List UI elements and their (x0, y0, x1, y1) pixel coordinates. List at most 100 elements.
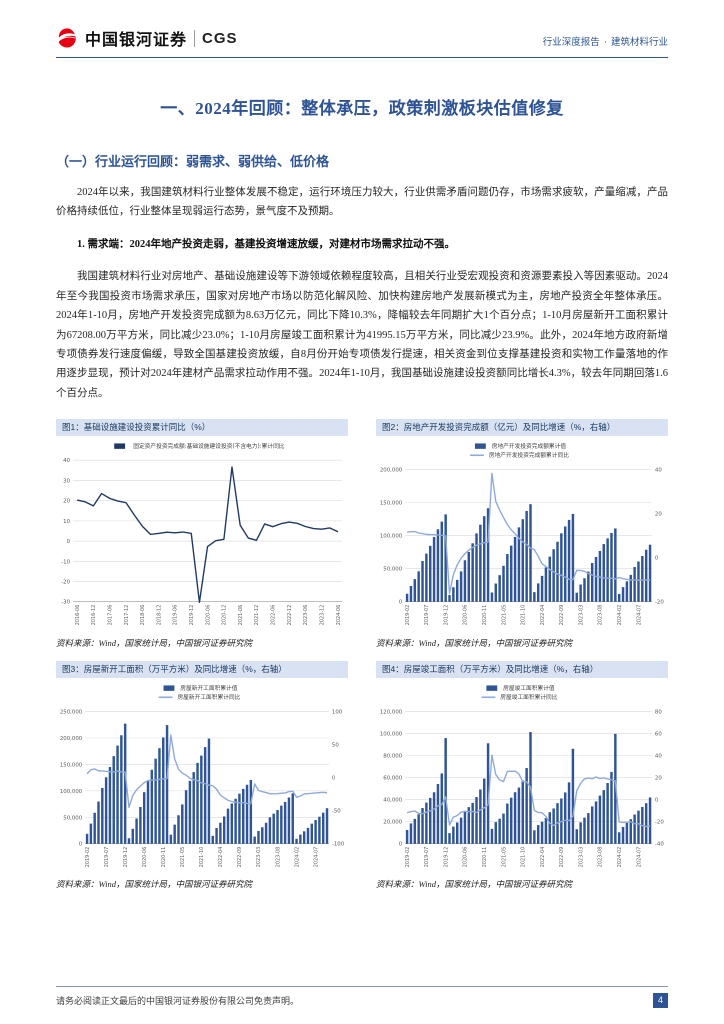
svg-text:20: 20 (655, 512, 662, 518)
svg-text:20,000: 20,000 (383, 819, 402, 825)
svg-text:2024-07: 2024-07 (636, 846, 642, 867)
svg-text:2020-11: 2020-11 (161, 846, 167, 867)
svg-text:2019-12: 2019-12 (189, 605, 195, 626)
svg-text:2021-10: 2021-10 (521, 605, 527, 626)
svg-text:-100: -100 (332, 841, 345, 847)
figure-4: 图4：房屋竣工面积（万平方米）及同比增速（%，右轴） 房屋竣工面积累计值 房屋竣工… (376, 660, 668, 896)
svg-text:2019-12: 2019-12 (443, 605, 449, 626)
svg-text:房屋新开工面积累计值: 房屋新开工面积累计值 (180, 683, 237, 691)
svg-text:2021-06: 2021-06 (238, 605, 244, 626)
svg-text:10: 10 (63, 519, 70, 525)
svg-text:2022-04: 2022-04 (218, 846, 224, 867)
svg-text:20: 20 (655, 775, 662, 781)
svg-text:-20: -20 (61, 580, 70, 586)
figure-4-source: 资料来源：Wind，国家统计局，中国银河证券研究院 (376, 878, 572, 889)
svg-text:2024-02: 2024-02 (294, 846, 300, 867)
svg-text:40: 40 (655, 468, 662, 474)
svg-text:2019-12: 2019-12 (443, 846, 449, 867)
svg-text:2021-10: 2021-10 (521, 846, 527, 867)
report-page: 中国银河证券 CGS 行业深度报告 · 建筑材料行业 一、2024年回顾：整体承压，… (56, 26, 668, 896)
svg-text:60,000: 60,000 (383, 775, 402, 781)
svg-text:2020-12: 2020-12 (222, 605, 228, 626)
svg-text:2020-06: 2020-06 (463, 605, 469, 626)
svg-text:2020-06: 2020-06 (463, 846, 469, 867)
svg-text:2023-08: 2023-08 (598, 605, 604, 626)
svg-text:-20: -20 (655, 819, 664, 825)
brand-divider (194, 29, 196, 47)
svg-text:2019-06: 2019-06 (173, 605, 179, 626)
svg-text:2022-09: 2022-09 (559, 846, 565, 867)
svg-text:0: 0 (655, 797, 659, 803)
svg-text:2020-06: 2020-06 (205, 605, 211, 626)
svg-text:80: 80 (655, 709, 662, 715)
page-header: 中国银河证券 CGS 行业深度报告 · 建筑材料行业 (56, 26, 668, 58)
svg-text:2024-06: 2024-06 (336, 605, 342, 626)
svg-text:2019-12: 2019-12 (123, 846, 129, 867)
svg-text:2023-03: 2023-03 (578, 605, 584, 626)
figure-1-source: 资料来源：Wind，国家统计局，中国银河证券研究院 (56, 637, 252, 648)
svg-text:2024-07: 2024-07 (636, 605, 642, 626)
figure-2: 图2：房地产开发投资完成额（亿元）及同比增速（%，右轴） 房地产开发投资完成额累… (376, 419, 668, 654)
svg-text:房屋竣工面积累计值: 房屋竣工面积累计值 (503, 683, 555, 691)
figure-2-chart: 房地产开发投资完成额累计值 房地产开发投资完成额累计同比 0 50,000 100,00… (376, 438, 668, 633)
svg-text:2023-12: 2023-12 (319, 605, 325, 626)
svg-text:-30: -30 (61, 600, 70, 606)
svg-text:2019-07: 2019-07 (104, 846, 110, 867)
svg-text:房地产开发投资完成额累计同比: 房地产开发投资完成额累计同比 (489, 452, 569, 460)
svg-text:0: 0 (399, 841, 403, 847)
report-type-header: 行业深度报告 · 建筑材料行业 (543, 34, 668, 50)
brand-abbr: CGS (202, 29, 238, 47)
svg-text:0: 0 (399, 600, 403, 606)
svg-text:2021-05: 2021-05 (501, 846, 507, 867)
svg-text:150,000: 150,000 (380, 501, 403, 507)
figure-4-chart: 房屋竣工面积累计值 房屋竣工面积累计同比 0 20,000 40,000 60,000 80… (376, 680, 668, 875)
svg-text:2021-10: 2021-10 (199, 846, 205, 867)
cgs-galaxy-logo-icon (58, 28, 76, 48)
svg-text:房屋新开工面积累计同比: 房屋新开工面积累计同比 (177, 693, 240, 701)
svg-text:30: 30 (63, 479, 70, 485)
svg-text:2023-08: 2023-08 (275, 846, 281, 867)
page-title: 一、2024年回顾：整体承压，政策刺激板块估值修复 (160, 99, 564, 118)
svg-text:2023-03: 2023-03 (256, 846, 262, 867)
figure-2-source: 资料来源：Wind，国家统计局，中国银河证券研究院 (376, 637, 572, 648)
figure-1-chart: 固定资产投资完成额:基础设施建设投资(不含电力):累计同比 -30 -20 -10 0 1… (56, 438, 348, 633)
svg-text:2019-07: 2019-07 (424, 605, 430, 626)
figure-3: 图3：房屋新开工面积（万平方米）及同比增速（%，右轴） 房屋新开工面积累计值 房屋… (56, 660, 348, 896)
svg-text:2021-05: 2021-05 (501, 605, 507, 626)
svg-text:2023-06: 2023-06 (303, 605, 309, 626)
svg-text:60: 60 (655, 731, 662, 737)
figure-1-title: 图1：基础设施建设投资累计同比（%） (56, 419, 348, 437)
svg-text:2022-12: 2022-12 (287, 605, 293, 626)
svg-text:2022-09: 2022-09 (237, 846, 243, 867)
svg-text:200,000: 200,000 (380, 468, 403, 474)
figure-2-title: 图2：房地产开发投资完成额（亿元）及同比增速（%，右轴） (376, 419, 668, 437)
separator-dot: · (603, 38, 607, 48)
svg-text:200,000: 200,000 (60, 736, 83, 742)
svg-text:150,000: 150,000 (60, 762, 83, 768)
svg-text:2019-02: 2019-02 (85, 846, 91, 867)
svg-text:2022-04: 2022-04 (540, 846, 546, 867)
svg-text:2020-06: 2020-06 (142, 846, 148, 867)
footer-disclaimer: 请务必阅读正文最后的中国银河证券股份有限公司免责声明。 (56, 996, 300, 1006)
svg-text:2023-03: 2023-03 (578, 846, 584, 867)
section-heading: （一）行业运行回顾：弱需求、弱供给、低价格 (56, 154, 330, 169)
svg-text:2019-07: 2019-07 (424, 846, 430, 867)
svg-text:2020-11: 2020-11 (482, 605, 488, 626)
svg-text:2021-12: 2021-12 (254, 605, 260, 626)
svg-text:-50: -50 (332, 808, 341, 814)
svg-text:2018-06: 2018-06 (140, 605, 146, 626)
svg-text:40: 40 (655, 753, 662, 759)
paragraph-demand: 我国建筑材料行业对房地产、基础设施建设等下游领域依赖程度较高，且相关行业受宏观投… (56, 271, 668, 399)
charts-grid: 图1：基础设施建设投资累计同比（%） 固定资产投资完成额:基础设施建设投资(不含… (56, 419, 668, 896)
svg-text:2024-02: 2024-02 (617, 846, 623, 867)
figure-3-source: 资料来源：Wind，国家统计局，中国银河证券研究院 (56, 878, 252, 889)
svg-text:2022-06: 2022-06 (271, 605, 277, 626)
svg-text:0: 0 (67, 539, 71, 545)
svg-text:2017-12: 2017-12 (124, 605, 130, 626)
svg-text:0: 0 (332, 775, 336, 781)
svg-text:100,000: 100,000 (380, 534, 403, 540)
svg-text:40,000: 40,000 (383, 797, 402, 803)
svg-text:2024-07: 2024-07 (313, 846, 319, 867)
